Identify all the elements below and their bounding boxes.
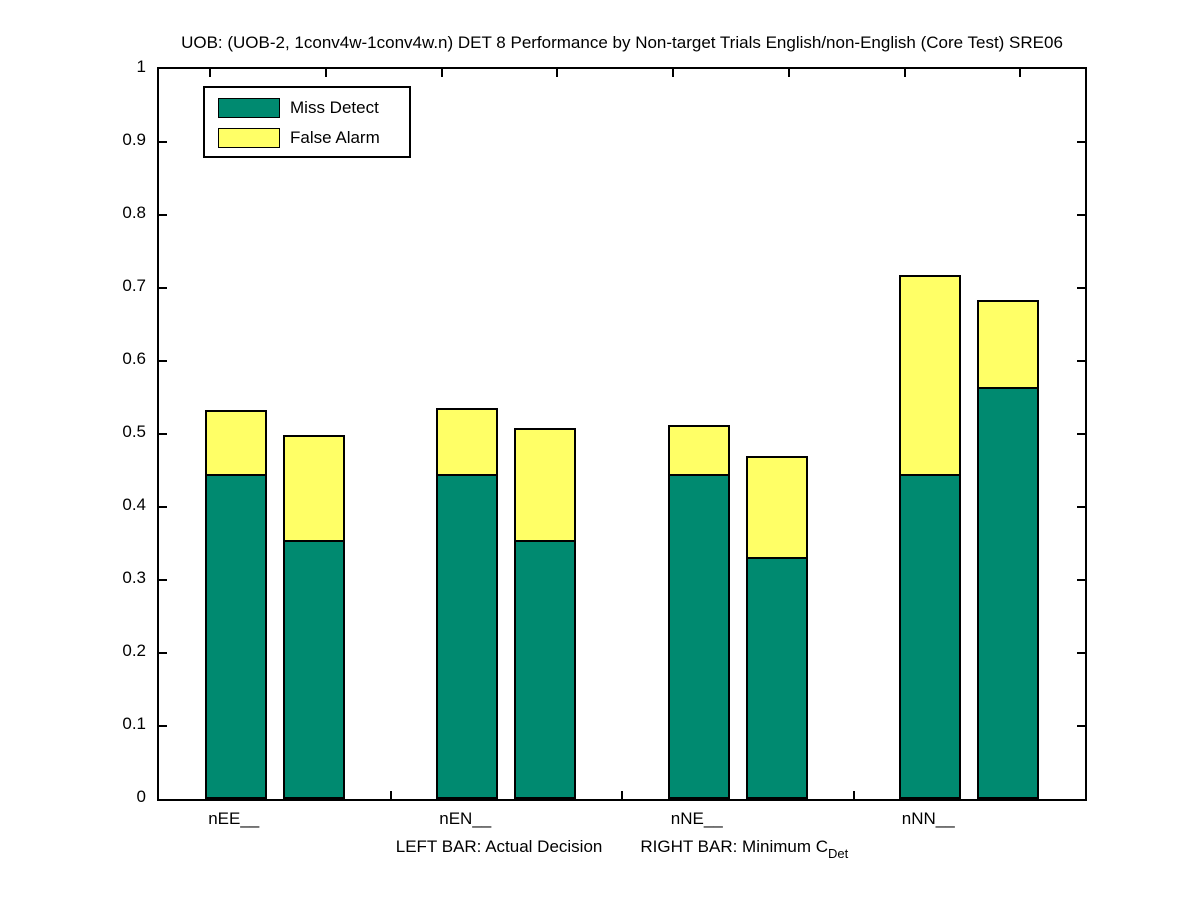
x-axis-tick-bottom <box>390 791 392 799</box>
y-axis-tick-left <box>159 214 167 216</box>
y-axis-tick-left <box>159 287 167 289</box>
y-axis-tick-right <box>1077 214 1085 216</box>
y-axis-tick-label-0.2: 0.2 <box>122 641 146 660</box>
y-axis-tick-left <box>159 360 167 362</box>
bar-segment-false-alarm-nEE__-right <box>283 435 345 542</box>
y-axis-tick-label-0.6: 0.6 <box>122 349 146 368</box>
y-axis-tick-left <box>159 506 167 508</box>
bar-segment-false-alarm-nNN__-right <box>977 300 1039 389</box>
x-axis-note-subscript: Det <box>828 846 849 861</box>
bar-segment-miss-detect-nEE__-left <box>205 474 267 799</box>
x-axis-category-label-nNE__: nNE__ <box>670 809 723 828</box>
bar-segment-false-alarm-nNN__-left <box>899 275 961 476</box>
bar-segment-false-alarm-nEE__-left <box>205 410 267 476</box>
y-axis-tick-label-0.7: 0.7 <box>122 276 146 295</box>
y-axis-tick-right <box>1077 579 1085 581</box>
bar-segment-miss-detect-nEN__-left <box>436 474 498 799</box>
y-axis-tick-right <box>1077 506 1085 508</box>
y-axis-tick-label-0.9: 0.9 <box>122 130 146 149</box>
x-axis-category-label-nEE__: nEE__ <box>208 809 260 828</box>
plot-area: Miss Detect False Alarm <box>157 67 1087 801</box>
bar-segment-false-alarm-nEN__-left <box>436 408 498 476</box>
legend-label-false-alarm: False Alarm <box>290 128 380 147</box>
y-axis-tick-right <box>1077 141 1085 143</box>
x-axis-tick-bottom <box>621 791 623 799</box>
bar-segment-miss-detect-nNN__-left <box>899 474 961 799</box>
y-axis-tick-left <box>159 433 167 435</box>
legend-label-miss-detect: Miss Detect <box>290 98 379 117</box>
bar-segment-miss-detect-nNE__-right <box>746 557 808 799</box>
x-axis-tick-top <box>556 69 558 77</box>
x-axis-note-left: LEFT BAR: Actual Decision <box>395 837 603 856</box>
y-axis-tick-label-0.3: 0.3 <box>122 568 146 587</box>
figure-title: UOB: (UOB-2, 1conv4w-1conv4w.n) DET 8 Pe… <box>181 33 1063 52</box>
x-axis-category-label-nEN__: nEN__ <box>439 809 492 828</box>
x-axis-note-right: RIGHT BAR: Minimum C <box>640 837 829 856</box>
x-axis-tick-top <box>672 69 674 77</box>
y-axis-tick-left <box>159 652 167 654</box>
legend-swatch-false-alarm <box>218 128 280 148</box>
y-axis-tick-left <box>159 579 167 581</box>
x-axis-tick-top <box>441 69 443 77</box>
y-axis-tick-label-0.8: 0.8 <box>122 203 146 222</box>
y-axis-tick-right <box>1077 360 1085 362</box>
legend-item-miss-detect: Miss Detect <box>205 98 409 118</box>
y-axis-tick-label-0.4: 0.4 <box>122 495 146 514</box>
legend-box: Miss Detect False Alarm <box>203 86 411 158</box>
y-axis-tick-label-0.1: 0.1 <box>122 714 146 733</box>
y-axis-tick-label-1: 1 <box>136 57 146 76</box>
bar-segment-false-alarm-nEN__-right <box>514 428 576 542</box>
x-axis-tick-top <box>904 69 906 77</box>
y-axis-tick-right <box>1077 433 1085 435</box>
x-axis-tick-top <box>209 69 211 77</box>
bar-segment-miss-detect-nEE__-right <box>283 540 345 799</box>
x-axis-tick-top <box>325 69 327 77</box>
x-axis-category-label-nNN__: nNN__ <box>901 809 955 828</box>
y-axis-tick-left <box>159 141 167 143</box>
x-axis-note: LEFT BAR: Actual Decision RIGHT BAR: Mini… <box>157 836 1087 865</box>
y-axis-tick-left <box>159 725 167 727</box>
x-axis-tick-top <box>788 69 790 77</box>
x-axis-tick-bottom <box>853 791 855 799</box>
legend-swatch-miss-detect <box>218 98 280 118</box>
bar-segment-miss-detect-nEN__-right <box>514 540 576 799</box>
bar-segment-false-alarm-nNE__-left <box>668 425 730 476</box>
bar-segment-false-alarm-nNE__-right <box>746 456 808 559</box>
bar-segment-miss-detect-nNN__-right <box>977 387 1039 799</box>
legend-item-false-alarm: False Alarm <box>205 128 409 148</box>
y-axis-tick-right <box>1077 725 1085 727</box>
y-axis-tick-label-0: 0 <box>136 787 146 806</box>
y-axis-tick-right <box>1077 652 1085 654</box>
x-axis-tick-top <box>1019 69 1021 77</box>
bar-segment-miss-detect-nNE__-left <box>668 474 730 799</box>
y-axis-tick-label-0.5: 0.5 <box>122 422 146 441</box>
y-axis-tick-right <box>1077 287 1085 289</box>
